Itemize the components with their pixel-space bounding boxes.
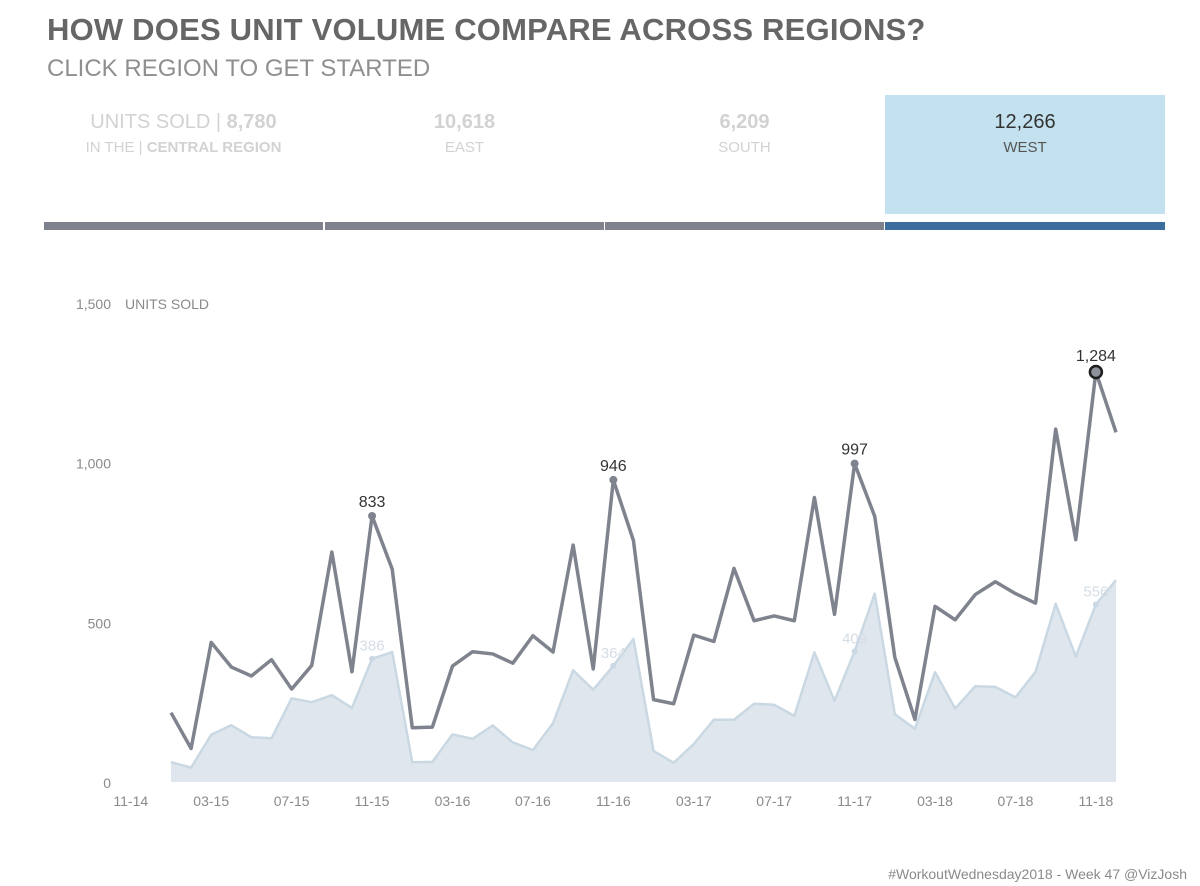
region-tile-central[interactable]: UNITS SOLD | 8,780 IN THE | CENTRAL REGI…	[44, 95, 323, 231]
x-tick-label: 11-15	[355, 793, 390, 809]
total-peak-point	[368, 511, 377, 520]
region-units-value: 10,618	[433, 111, 496, 133]
region-tile-bar	[885, 222, 1165, 230]
region-peak-point	[1092, 601, 1099, 608]
x-tick-label: 11-17	[837, 793, 872, 809]
region-tile-west[interactable]: 12,266 WEST	[885, 95, 1165, 231]
region-selector: UNITS SOLD | 8,780 IN THE | CENTRAL REGI…	[44, 95, 1165, 231]
x-tick-label: 07-17	[756, 793, 792, 809]
x-tick-label: 07-18	[998, 793, 1034, 809]
x-tick-label: 03-15	[193, 793, 229, 809]
total-peak-label: 946	[600, 458, 627, 475]
units-sold-label: UNITS SOLD |	[90, 111, 227, 133]
x-tick-label: 11-14	[113, 793, 148, 809]
region-units-value: 6,209	[719, 111, 770, 133]
region-name: SOUTH	[718, 139, 771, 156]
y-tick-label: 1,500	[76, 296, 111, 312]
total-peak-label: 997	[841, 442, 868, 459]
x-tick-label: 07-15	[274, 793, 310, 809]
region-peak-point	[369, 655, 376, 662]
region-peak-label: 386	[360, 638, 385, 655]
y-tick-label: 500	[88, 615, 112, 631]
region-units-value: 12,266	[994, 111, 1056, 133]
x-tick-label: 07-16	[515, 793, 551, 809]
y-tick-label: 1,000	[76, 456, 111, 472]
page-subtitle: CLICK REGION TO GET STARTED	[47, 55, 431, 82]
total-line	[169, 370, 1118, 751]
region-peak-label: 556	[1083, 583, 1108, 600]
region-units-value: 8,780	[226, 111, 277, 133]
region-tile-background	[885, 95, 1165, 214]
x-tick-label: 03-16	[435, 793, 471, 809]
x-tick-label: 03-17	[676, 793, 712, 809]
total-peak-point	[1088, 364, 1104, 380]
region-name: WEST	[1003, 139, 1047, 156]
region-tile-south[interactable]: 6,209 SOUTH	[605, 95, 884, 231]
x-tick-label: 11-16	[596, 793, 631, 809]
page-title: HOW DOES UNIT VOLUME COMPARE ACROSS REGI…	[47, 12, 926, 47]
region-tile-bar	[44, 222, 323, 230]
units-sold-chart: 0 500 1,000 1,500 UNITS SOLD 11-14 03-15 07-15 1…	[76, 296, 1118, 809]
x-tick-label: 11-18	[1079, 793, 1114, 809]
x-tick-label: 03-18	[917, 793, 953, 809]
total-peak-label: 833	[359, 494, 386, 511]
region-line	[170, 579, 1117, 769]
region-peak-point	[610, 662, 617, 669]
region-name: EAST	[444, 139, 485, 156]
region-tile-bar	[605, 222, 884, 230]
in-the-label: IN THE |	[85, 139, 147, 156]
total-peak-point	[850, 459, 859, 468]
region-peak-label: 409	[842, 630, 867, 647]
region-peak-point	[851, 648, 858, 655]
region-name: CENTRAL REGION	[146, 139, 282, 156]
y-axis-label: UNITS SOLD	[125, 296, 209, 312]
total-peak-point	[609, 475, 618, 484]
y-tick-label: 0	[103, 775, 111, 791]
total-peak-label: 1,284	[1076, 348, 1116, 365]
region-tile-bar	[325, 222, 604, 230]
region-peak-label: 364	[601, 645, 626, 662]
region-tile-east[interactable]: 10,618 EAST	[325, 95, 604, 231]
footer-credit: #WorkoutWednesday2018 - Week 47 @VizJosh	[888, 866, 1187, 882]
